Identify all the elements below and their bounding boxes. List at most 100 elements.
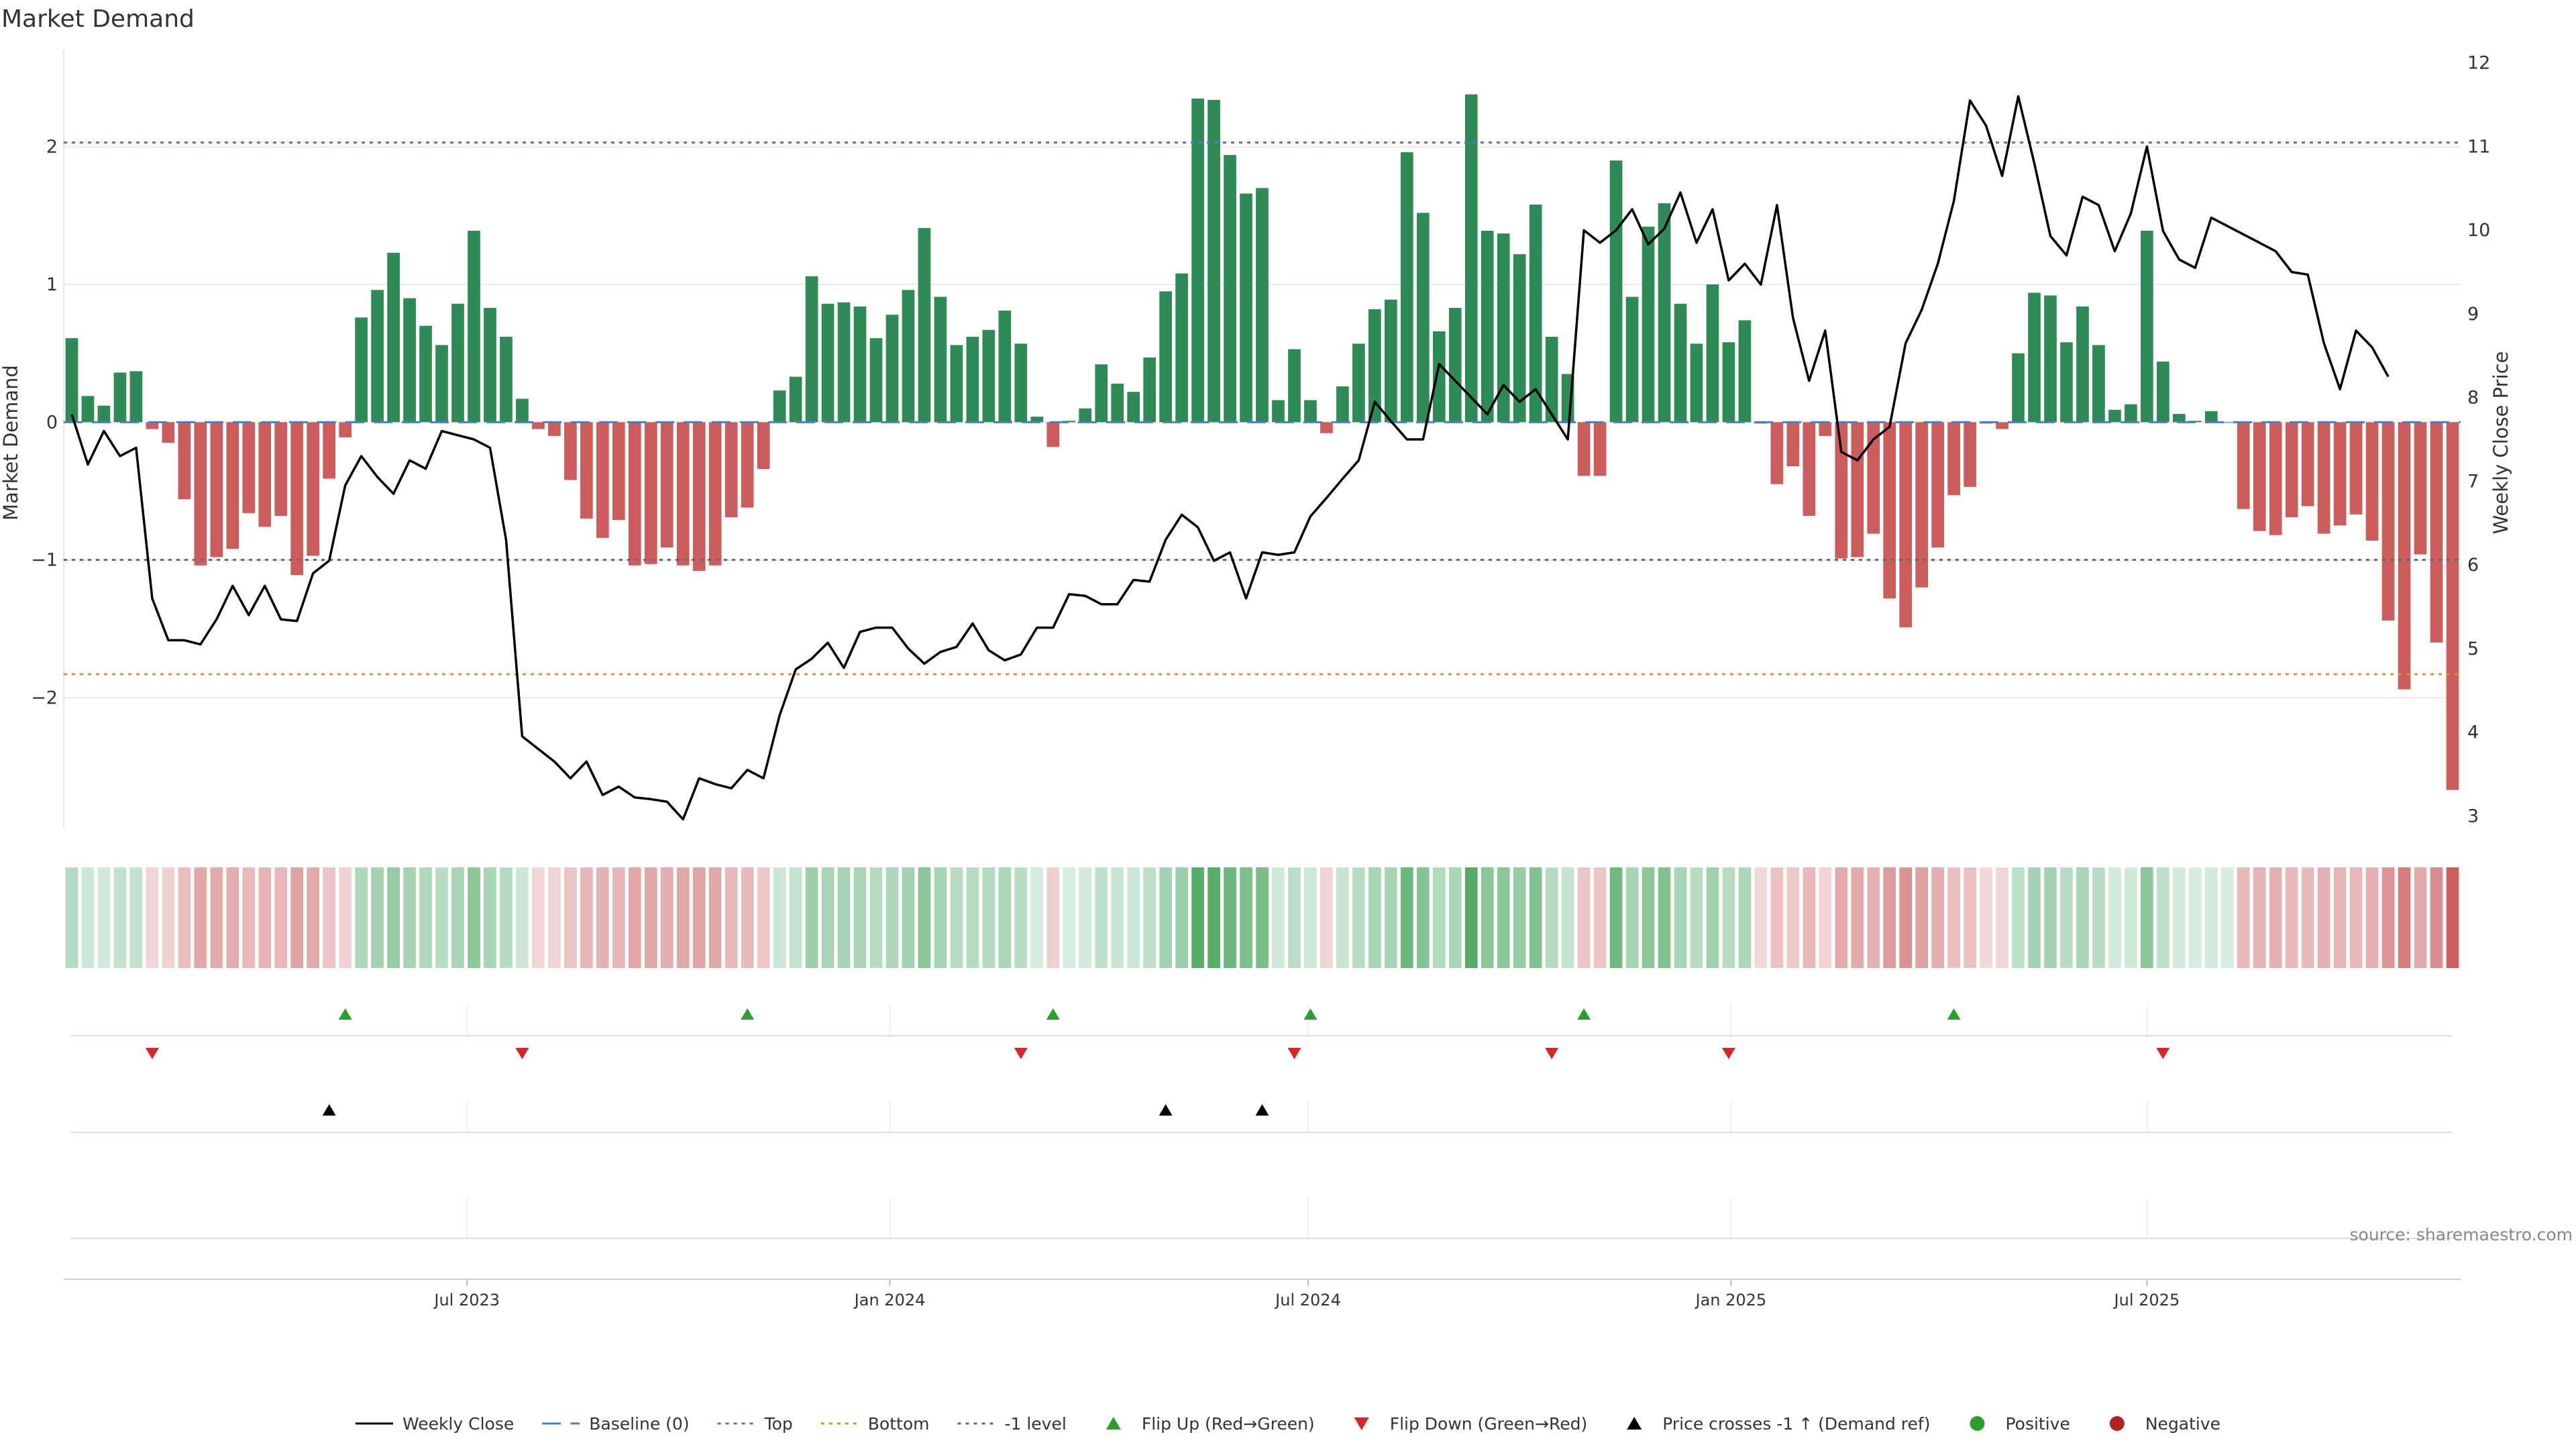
heat-cell — [548, 867, 561, 968]
demand-bar — [1883, 422, 1896, 599]
y-tick-label: 2 — [46, 137, 58, 158]
demand-bar — [885, 315, 899, 423]
flip-down-marker — [1721, 1048, 1735, 1059]
demand-bar — [2253, 422, 2266, 531]
demand-bar — [1545, 337, 1558, 423]
heat-cell — [468, 867, 480, 968]
heat-cell — [1786, 867, 1800, 968]
demand-bar — [934, 297, 947, 423]
heat-cell — [2317, 867, 2330, 968]
heat-cell — [950, 867, 963, 968]
heat-cell — [2333, 867, 2347, 968]
demand-bar — [1046, 422, 1060, 447]
demand-bar — [821, 303, 835, 423]
legend-label: Bottom — [868, 1414, 930, 1434]
demand-bar — [628, 422, 641, 566]
demand-bar — [419, 325, 432, 423]
legend-item: Flip Down (Green→Red) — [1354, 1414, 1587, 1434]
heat-cell — [724, 867, 738, 968]
demand-bar — [2028, 292, 2041, 423]
demand-bar — [355, 317, 368, 423]
heat-cell — [484, 867, 496, 968]
heat-cell — [934, 867, 947, 968]
heat-cell — [676, 867, 690, 968]
heat-cell — [2220, 867, 2234, 968]
heat-cell — [194, 867, 207, 968]
demand-bar — [1095, 364, 1108, 423]
flip-down-marker — [145, 1048, 159, 1059]
flip-up-marker — [1577, 1008, 1591, 1020]
y2-tick-label: 12 — [2467, 53, 2490, 74]
heat-cell — [451, 867, 464, 968]
x-tick-label: Jul 2023 — [433, 1291, 500, 1309]
demand-bar — [451, 303, 464, 423]
heat-cell — [966, 867, 979, 968]
heat-cell — [65, 867, 78, 968]
y2-tick-label: 6 — [2467, 555, 2479, 576]
price-cross-marker — [1159, 1104, 1173, 1116]
heat-cell — [998, 867, 1012, 968]
heat-cell — [435, 867, 448, 968]
demand-bar — [1400, 152, 1413, 423]
demand-bar — [773, 390, 786, 423]
flip-down-marker — [1287, 1048, 1301, 1059]
heat-cell — [869, 867, 883, 968]
heat-cell — [1835, 867, 1848, 968]
y-tick-label: −1 — [31, 550, 58, 571]
legend-item: Price crosses -1 ↑ (Demand ref) — [1627, 1414, 1930, 1434]
heat-cell — [1770, 867, 1784, 968]
demand-bar — [2173, 414, 2186, 423]
demand-heat-strip — [65, 867, 2459, 968]
demand-bar — [902, 290, 915, 423]
demand-bar — [1111, 383, 1124, 423]
heat-cell — [2060, 867, 2073, 968]
y2-axis-label: Weekly Close Price — [2489, 352, 2512, 535]
demand-bar — [97, 405, 111, 423]
heat-cell — [708, 867, 722, 968]
demand-bar — [789, 376, 802, 423]
heat-cell — [885, 867, 899, 968]
heat-cell — [1642, 867, 1655, 968]
demand-bar — [1304, 400, 1317, 423]
legend-item: Flip Up (Red→Green) — [1106, 1414, 1315, 1434]
heat-cell — [902, 867, 915, 968]
heat-cell — [226, 867, 239, 968]
demand-bar — [724, 422, 738, 517]
demand-bar — [1738, 320, 1752, 423]
demand-bar — [1625, 297, 1639, 423]
flip-down-marker — [1545, 1048, 1559, 1059]
heat-cell — [1416, 867, 1430, 968]
legend-swatch — [1354, 1417, 1369, 1430]
demand-bar — [339, 422, 352, 437]
heat-cell — [1256, 867, 1269, 968]
demand-bar — [1706, 284, 1719, 423]
demand-bar — [2157, 362, 2169, 423]
legend-label: Price crosses -1 ↑ (Demand ref) — [1662, 1414, 1930, 1434]
legend-label: Flip Up (Red→Green) — [1142, 1414, 1315, 1434]
demand-bar — [1368, 309, 1381, 423]
demand-bar — [644, 422, 657, 564]
price-cross-marker — [1255, 1104, 1269, 1116]
demand-bar — [1448, 307, 1462, 423]
demand-bar — [1352, 343, 1365, 423]
legend-label: Top — [764, 1414, 793, 1434]
demand-bar — [1819, 422, 1832, 436]
legend-label: -1 level — [1004, 1414, 1066, 1434]
reference-lines — [64, 142, 2461, 676]
heat-cell — [210, 867, 223, 968]
demand-bars — [65, 94, 2459, 790]
heat-cell — [387, 867, 400, 968]
heat-cell — [1883, 867, 1896, 968]
heat-cell — [242, 867, 256, 968]
heat-cell — [1030, 867, 1044, 968]
heat-cell — [1175, 867, 1188, 968]
demand-bar — [1240, 193, 1252, 423]
y-tick-label: 1 — [46, 274, 58, 295]
heat-cell — [1803, 867, 1816, 968]
heat-cell — [1947, 867, 1960, 968]
heat-cell — [1304, 867, 1317, 968]
heat-cell — [162, 867, 175, 968]
legend-swatch — [2109, 1416, 2125, 1431]
demand-bar — [1722, 342, 1735, 423]
demand-bar — [741, 422, 754, 508]
